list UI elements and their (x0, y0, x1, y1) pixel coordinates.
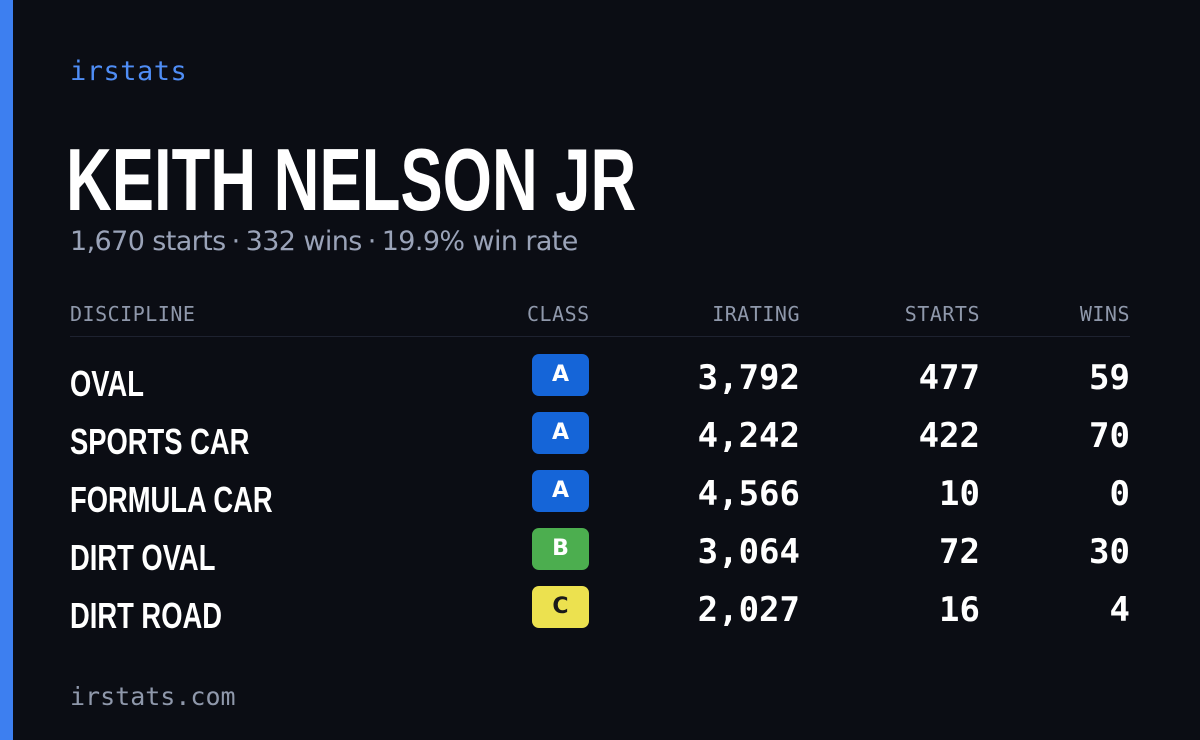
irating-value: 3,792 (697, 358, 800, 398)
starts-value: 10 (939, 474, 980, 514)
summary-starts: 1,670 starts (70, 226, 226, 257)
table-row: OVAL A 3,792 477 59 (0, 354, 1200, 412)
table-row: DIRT OVAL B 3,064 72 30 (0, 528, 1200, 586)
footer-url: irstats.com (70, 682, 236, 711)
header-irating: IRATING (712, 302, 800, 326)
class-badge: A (532, 470, 589, 512)
header-starts: STARTS (904, 302, 980, 326)
accent-bar (0, 0, 13, 740)
wins-value: 59 (1089, 358, 1130, 398)
class-badge: A (532, 412, 589, 454)
discipline-name: DIRT ROAD (70, 595, 222, 636)
wins-value: 0 (1109, 474, 1130, 514)
discipline-name: FORMULA CAR (70, 479, 273, 520)
header-divider (70, 336, 1130, 337)
discipline-name: DIRT OVAL (70, 537, 216, 578)
driver-name: KEITH NELSON JR (66, 130, 637, 229)
header-wins: WINS (1079, 302, 1130, 326)
table-row: SPORTS CAR A 4,242 422 70 (0, 412, 1200, 470)
class-badge: C (532, 586, 589, 628)
brand-logo-text: irstats (70, 56, 188, 87)
irating-value: 3,064 (697, 532, 800, 572)
irating-value: 4,242 (697, 416, 800, 456)
class-badge: A (532, 354, 589, 396)
irating-value: 2,027 (697, 590, 800, 630)
discipline-name: OVAL (70, 363, 144, 404)
table-row: FORMULA CAR A 4,566 10 0 (0, 470, 1200, 528)
discipline-name: SPORTS CAR (70, 421, 250, 462)
summary-separator: · (231, 226, 241, 257)
wins-value: 70 (1089, 416, 1130, 456)
starts-value: 16 (939, 590, 980, 630)
driver-summary: 1,670 starts · 332 wins · 19.9% win rate (70, 226, 578, 257)
starts-value: 72 (939, 532, 980, 572)
starts-value: 477 (918, 358, 980, 398)
class-badge: B (532, 528, 589, 570)
starts-value: 422 (918, 416, 980, 456)
wins-value: 30 (1089, 532, 1130, 572)
summary-win-rate: 19.9% win rate (381, 226, 579, 257)
summary-wins: 332 wins (245, 226, 363, 257)
header-class: CLASS (527, 302, 590, 326)
header-discipline: DISCIPLINE (70, 302, 196, 326)
table-row: DIRT ROAD C 2,027 16 4 (0, 586, 1200, 644)
wins-value: 4 (1109, 590, 1130, 630)
summary-separator: · (367, 226, 377, 257)
irating-value: 4,566 (697, 474, 800, 514)
